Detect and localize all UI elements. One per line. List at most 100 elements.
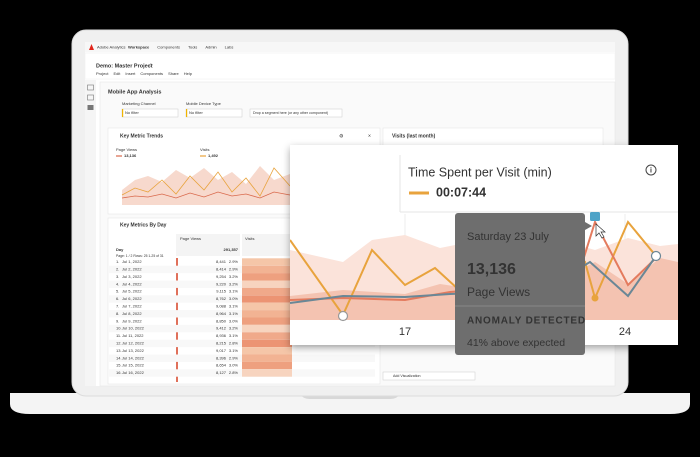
row-index: 2. bbox=[116, 266, 119, 271]
row-date: Jul 13, 2022 bbox=[122, 348, 145, 353]
row-date: Jul 6, 2022 bbox=[122, 296, 142, 301]
menu-item[interactable]: Edit bbox=[113, 71, 121, 76]
row-value: 9,017 bbox=[216, 348, 227, 353]
row-value: 8,936 bbox=[216, 333, 227, 338]
tooltip-detail: 41% above expected bbox=[467, 337, 565, 349]
tooltip-status: ANOMALY DETECTED bbox=[467, 316, 586, 327]
column-total: 291,357 bbox=[224, 247, 239, 252]
point[interactable] bbox=[650, 250, 662, 262]
row-index: 4. bbox=[116, 281, 119, 286]
menu-item[interactable]: Share bbox=[168, 71, 179, 76]
filter-label: Mobile Device Type bbox=[186, 101, 222, 106]
nav-item[interactable]: Workspace bbox=[128, 45, 150, 50]
nav-item[interactable]: Admin bbox=[205, 45, 216, 50]
nav-item[interactable]: Components bbox=[157, 45, 180, 50]
trend-line bbox=[121, 167, 291, 197]
row-date: Jul 10, 2022 bbox=[122, 326, 145, 331]
rail-icon[interactable] bbox=[87, 105, 94, 110]
brand: Adobe Analytics bbox=[97, 45, 125, 50]
row-index: 1. bbox=[116, 259, 119, 264]
heat-cell bbox=[242, 273, 292, 281]
row-date: Jul 9, 2022 bbox=[122, 318, 142, 323]
row-value: 9,254 bbox=[216, 274, 227, 279]
project-bar bbox=[84, 52, 616, 80]
x-tick-label: 17 bbox=[399, 326, 411, 338]
legend-name: Page Views bbox=[116, 147, 137, 152]
nav-item[interactable]: Tools bbox=[188, 45, 197, 50]
row-date: Jul 11, 2022 bbox=[122, 333, 144, 338]
menu-item[interactable]: Insert bbox=[125, 71, 136, 76]
heat-cell bbox=[242, 295, 292, 303]
row-percent: 3.2% bbox=[229, 274, 239, 279]
row-value: 8,850 bbox=[216, 318, 227, 323]
column-marker bbox=[176, 258, 178, 382]
row-value: 8,414 bbox=[216, 266, 227, 271]
row-value: 8,964 bbox=[216, 311, 227, 316]
row-value: 8,762 bbox=[216, 296, 227, 301]
row-date: Jul 15, 2022 bbox=[122, 363, 145, 368]
heat-cell bbox=[242, 324, 292, 333]
menu-item[interactable]: Components bbox=[140, 71, 163, 76]
row-value: 9,115 bbox=[216, 289, 226, 294]
row-percent: 2.8% bbox=[229, 370, 239, 375]
row-percent: 3.2% bbox=[229, 281, 239, 286]
point[interactable] bbox=[337, 310, 349, 322]
settings-icon[interactable]: ⚙ bbox=[339, 133, 344, 139]
x-tick-label: 24 bbox=[619, 326, 631, 338]
rail-icon[interactable] bbox=[87, 84, 94, 91]
row-value: 9,088 bbox=[216, 303, 227, 308]
rail-icon[interactable] bbox=[87, 94, 94, 101]
project-title: Demo: Master Project bbox=[96, 63, 153, 69]
menu-item[interactable]: Project bbox=[96, 71, 109, 76]
row-date: Jul 5, 2022 bbox=[122, 289, 142, 294]
row-percent: 3.0% bbox=[229, 318, 239, 323]
heat-cell bbox=[242, 280, 292, 288]
row-date: Jul 4, 2022 bbox=[122, 281, 142, 286]
row-percent: 2.9% bbox=[229, 266, 239, 271]
heat-cell bbox=[242, 369, 292, 377]
row-index: 14. bbox=[116, 355, 122, 360]
row-value: 8,654 bbox=[216, 363, 227, 368]
tooltip-date: Saturday 23 July bbox=[467, 231, 549, 243]
heat-cell bbox=[242, 265, 292, 274]
nav-item[interactable]: Labs bbox=[225, 45, 234, 50]
tooltip-metric: Page Views bbox=[467, 285, 530, 299]
row-percent: 3.2% bbox=[229, 326, 239, 331]
menu-item[interactable]: Help bbox=[184, 71, 193, 76]
legend-name: Visits bbox=[200, 147, 209, 152]
row-index: 6. bbox=[116, 296, 119, 301]
heat-cell bbox=[242, 302, 292, 311]
heat-cell bbox=[242, 354, 292, 362]
anomaly-marker[interactable] bbox=[590, 212, 600, 221]
row-value: 8,127 bbox=[216, 370, 227, 375]
pager: Page: 1 / 2 Rows: 25 1-25 of 31 bbox=[116, 254, 164, 258]
filter-accent bbox=[122, 109, 124, 117]
row-date: Jul 12, 2022 bbox=[122, 340, 145, 345]
row-percent: 3.1% bbox=[229, 333, 239, 338]
heat-cell bbox=[242, 258, 292, 266]
row-percent: 2.9% bbox=[229, 259, 239, 264]
add-visualization[interactable] bbox=[382, 371, 476, 381]
row-percent: 2.9% bbox=[229, 355, 239, 360]
row-percent: 3.1% bbox=[229, 303, 239, 308]
drop-zone[interactable] bbox=[249, 108, 343, 118]
point[interactable] bbox=[591, 294, 599, 302]
heat-cell bbox=[242, 332, 292, 340]
table-rows: 1. Jul 1, 2022 8,441 2.9%2. Jul 2, 2022 8,414… bbox=[109, 258, 375, 377]
close-icon[interactable]: × bbox=[368, 133, 371, 139]
row-index: 7. bbox=[116, 303, 119, 308]
row-index: 9. bbox=[116, 318, 119, 323]
tooltip bbox=[455, 213, 585, 355]
add-visualization-text: Add Visualization bbox=[393, 374, 421, 378]
row-date: Jul 2, 2022 bbox=[122, 266, 142, 271]
heat-cell bbox=[242, 339, 292, 348]
filter-value: No filter bbox=[189, 110, 203, 115]
filter-label: Marketing Channel bbox=[122, 101, 156, 106]
row-percent: 3.1% bbox=[229, 311, 239, 316]
star-icon[interactable]: ☆ bbox=[148, 63, 153, 70]
legend-value: 1,492 bbox=[208, 153, 219, 158]
row-index: 5. bbox=[116, 289, 119, 294]
info-icon[interactable] bbox=[645, 164, 657, 176]
